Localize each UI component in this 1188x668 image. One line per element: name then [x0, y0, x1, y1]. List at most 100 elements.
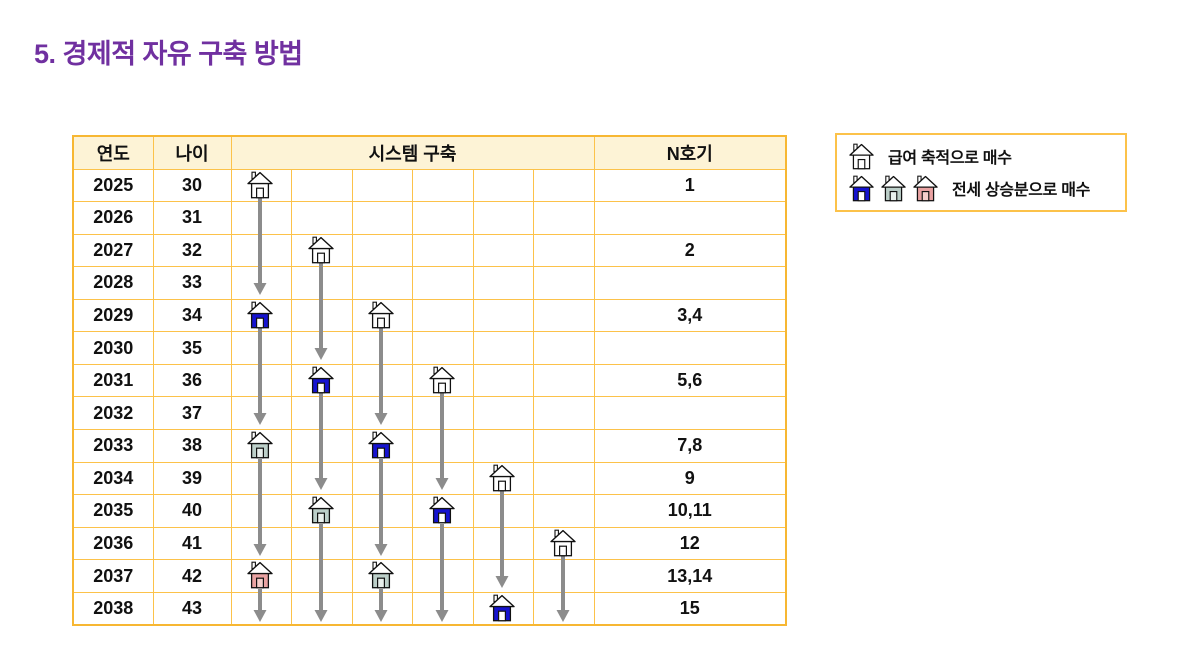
- system-cell: [351, 363, 413, 398]
- system-cell: [412, 298, 474, 333]
- year-cell: 2037: [72, 559, 154, 593]
- system-cell: [291, 526, 353, 561]
- system-cell: [412, 591, 474, 626]
- legend-box: 급여 축적으로 매수 전세 상승분으로 매수: [835, 133, 1127, 212]
- system-cell: [533, 526, 595, 561]
- table-row-2032: 2032 37: [72, 396, 787, 430]
- system-cell: [230, 298, 292, 333]
- year-cell: 2025: [72, 168, 154, 203]
- system-cell: [533, 298, 595, 333]
- table-row-2031: 2031 36 5,6: [72, 363, 787, 398]
- table-row-2033: 2033 38 7,8: [72, 429, 787, 463]
- legend-house-icon-white: [849, 142, 874, 170]
- age-cell: 42: [152, 559, 232, 593]
- table-header-row: 연도 나이 시스템 구축 N호기: [72, 135, 787, 170]
- table-row-2028: 2028 33: [72, 266, 787, 300]
- system-cell: [291, 331, 353, 365]
- header-year: 연도: [72, 135, 154, 170]
- system-cell: [351, 526, 413, 561]
- system-build-table: 연도 나이 시스템 구축 N호기 2025 30 1 2026 31 2027 32 2 202…: [72, 135, 787, 626]
- system-cell: [472, 298, 534, 333]
- legend-icons-jeonse: [849, 174, 938, 202]
- age-cell: 37: [152, 396, 232, 430]
- table-row-2029: 2029 34 3,4: [72, 298, 787, 333]
- year-cell: 2030: [72, 331, 154, 365]
- legend-house-icon-green: [881, 174, 906, 202]
- system-cell: [291, 591, 353, 626]
- system-cell: [533, 559, 595, 593]
- system-cell: [533, 429, 595, 463]
- system-cell: [472, 461, 534, 496]
- legend-row-salary: 급여 축적으로 매수: [849, 142, 1115, 170]
- system-cell: [412, 461, 474, 496]
- system-cell: [533, 201, 595, 235]
- unit-cell: [593, 266, 787, 300]
- legend-icons-salary: [849, 142, 874, 170]
- system-cell: [291, 233, 353, 268]
- header-age: 나이: [152, 135, 232, 170]
- system-cell: [412, 201, 474, 235]
- system-cell: [351, 266, 413, 300]
- system-cell: [533, 494, 595, 528]
- age-cell: 34: [152, 298, 232, 333]
- system-cell: [291, 396, 353, 430]
- unit-cell: [593, 396, 787, 430]
- system-cell: [533, 363, 595, 398]
- age-cell: 41: [152, 526, 232, 561]
- table-row-2027: 2027 32 2: [72, 233, 787, 268]
- system-cell: [230, 494, 292, 528]
- system-cell: [412, 494, 474, 528]
- system-cell: [472, 201, 534, 235]
- system-cell: [533, 591, 595, 626]
- system-cell: [472, 396, 534, 430]
- system-cell: [230, 363, 292, 398]
- system-cell: [291, 363, 353, 398]
- age-cell: 32: [152, 233, 232, 268]
- system-cell: [412, 168, 474, 203]
- system-cell: [351, 168, 413, 203]
- system-cell: [230, 168, 292, 203]
- system-cell: [472, 168, 534, 203]
- unit-cell: 10,11: [593, 494, 787, 528]
- year-cell: 2035: [72, 494, 154, 528]
- header-unit: N호기: [593, 135, 787, 170]
- year-cell: 2036: [72, 526, 154, 561]
- system-cell: [230, 201, 292, 235]
- year-cell: 2027: [72, 233, 154, 268]
- system-cell: [412, 331, 474, 365]
- year-cell: 2029: [72, 298, 154, 333]
- system-cell: [412, 396, 474, 430]
- system-cell: [472, 233, 534, 268]
- legend-row-jeonse: 전세 상승분으로 매수: [849, 174, 1115, 202]
- system-cell: [472, 363, 534, 398]
- year-cell: 2031: [72, 363, 154, 398]
- system-cell: [533, 233, 595, 268]
- age-cell: 30: [152, 168, 232, 203]
- legend-label-salary: 급여 축적으로 매수: [888, 150, 1012, 167]
- table-row-2036: 2036 41 12: [72, 526, 787, 561]
- legend-house-icon-red: [913, 174, 938, 202]
- system-cell: [351, 461, 413, 496]
- system-cell: [230, 526, 292, 561]
- system-cell: [351, 591, 413, 626]
- unit-cell: 7,8: [593, 429, 787, 463]
- system-cell: [351, 559, 413, 593]
- system-build-table-wrap: 연도 나이 시스템 구축 N호기 2025 30 1 2026 31 2027 32 2 202…: [72, 135, 787, 626]
- age-cell: 40: [152, 494, 232, 528]
- system-cell: [472, 526, 534, 561]
- age-cell: 35: [152, 331, 232, 365]
- system-cell: [472, 429, 534, 463]
- system-cell: [351, 201, 413, 235]
- unit-cell: [593, 331, 787, 365]
- system-cell: [230, 461, 292, 496]
- system-cell: [351, 331, 413, 365]
- system-cell: [291, 298, 353, 333]
- system-cell: [533, 396, 595, 430]
- table-row-2035: 2035 40 10,11: [72, 494, 787, 528]
- system-cell: [291, 559, 353, 593]
- unit-cell: 15: [593, 591, 787, 626]
- table-body: 2025 30 1 2026 31 2027 32 2 2028 33 2029 34 3,4 2030 3…: [72, 168, 787, 626]
- system-cell: [230, 266, 292, 300]
- system-cell: [230, 233, 292, 268]
- age-cell: 43: [152, 591, 232, 626]
